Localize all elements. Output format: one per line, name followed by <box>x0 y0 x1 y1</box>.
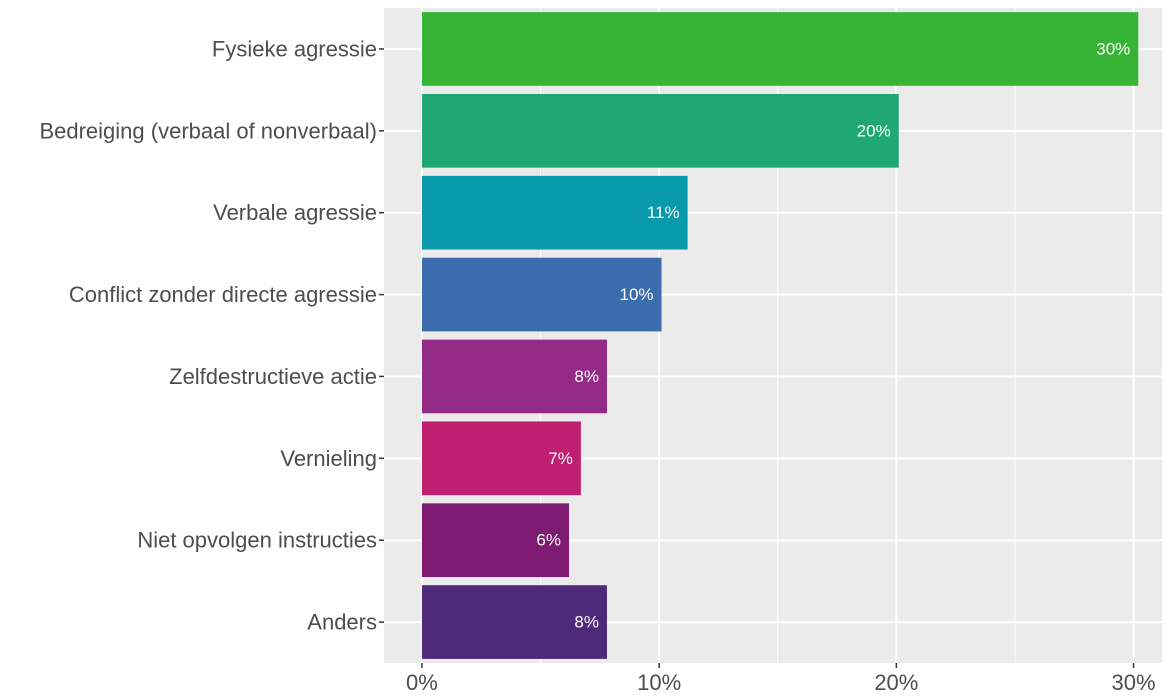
category-label: Verbale agressie <box>213 200 377 225</box>
bar <box>421 421 581 496</box>
data-label: 8% <box>574 613 599 632</box>
category-label: Zelfdestructieve actie <box>169 364 377 389</box>
data-label: 7% <box>548 449 573 468</box>
bar <box>421 339 607 414</box>
bar <box>421 93 899 168</box>
category-label: Vernieling <box>280 446 377 471</box>
bar <box>421 12 1139 86</box>
bar <box>421 257 662 332</box>
bar-series <box>421 12 1139 659</box>
bar <box>421 175 688 250</box>
x-tick-label: 0% <box>406 670 438 695</box>
category-label: Fysieke agressie <box>212 36 377 61</box>
y-axis: Fysieke agressie Bedreiging (verbaal of n… <box>39 36 384 635</box>
data-label: 20% <box>857 121 891 140</box>
data-label: 8% <box>574 367 599 386</box>
category-label: Niet opvolgen instructies <box>137 528 377 553</box>
x-axis: 0% 10% 20% 30% <box>406 663 1156 695</box>
data-label: 30% <box>1096 39 1130 58</box>
bar <box>421 585 607 659</box>
bar <box>421 503 570 578</box>
data-label: 10% <box>619 285 653 304</box>
x-tick-label: 30% <box>1112 670 1156 695</box>
category-label: Conflict zonder directe agressie <box>69 282 377 307</box>
category-label: Bedreiging (verbaal of nonverbaal) <box>39 118 377 143</box>
category-label: Anders <box>307 610 377 635</box>
data-labels: 30% 20% 11% 10% 8% 7% 6% 8% <box>536 39 1130 631</box>
x-tick-label: 20% <box>874 670 918 695</box>
data-label: 6% <box>536 531 561 550</box>
data-label: 11% <box>647 203 680 222</box>
x-tick-label: 10% <box>637 670 681 695</box>
